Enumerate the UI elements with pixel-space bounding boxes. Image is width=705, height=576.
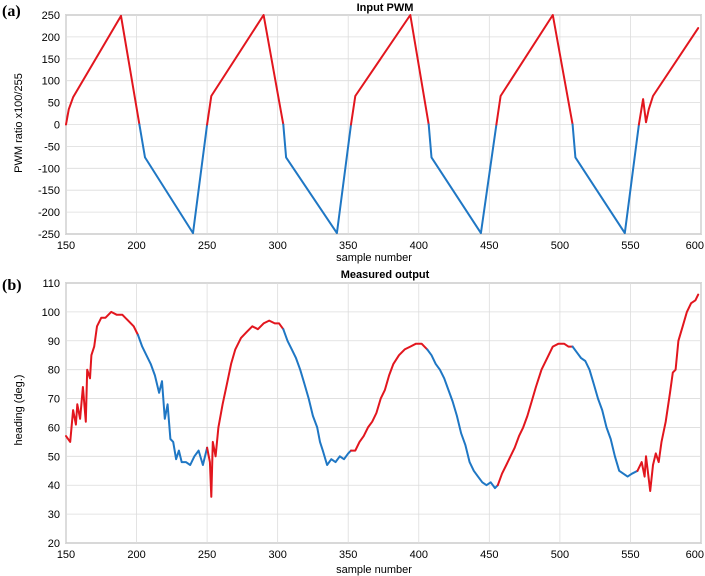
panel-a-red-segment	[495, 14, 574, 126]
panel-a-label: (a)	[2, 3, 21, 20]
panel-a-xtick-label: 250	[198, 240, 216, 252]
panel-b-xtick-label: 550	[621, 549, 639, 561]
panel-a-xtick-label: 400	[410, 240, 428, 252]
panel-a-red-segment	[350, 14, 430, 126]
panel-b-label: (b)	[2, 277, 22, 294]
panel-a-xtick-label: 500	[551, 240, 569, 252]
panel-a-ytick-label: -250	[38, 229, 60, 241]
panel-b-red-segment	[65, 310, 139, 443]
panel-a-ytick-label: -50	[44, 141, 60, 153]
panel-b-xtick-label: 150	[57, 549, 75, 561]
panel-b-ytick-label: 60	[48, 422, 60, 434]
panel-a-series	[65, 14, 700, 235]
panel-b-blue-segment	[137, 334, 209, 466]
panel-b-red-segment	[636, 293, 700, 492]
panel-b-xtick-label: 450	[480, 549, 498, 561]
panel-b-title: Measured output	[341, 269, 430, 281]
panel-a-xtick-label: 550	[621, 240, 639, 252]
panel-a-ytick-label: -100	[38, 163, 60, 175]
panel-b-xtick-label: 600	[686, 549, 704, 561]
panel-b-ytick-label: 70	[48, 394, 60, 406]
panel-b-blue-segment	[571, 345, 639, 478]
panel-b-xtick-label: 250	[198, 549, 216, 561]
panel-b-ytick-label: 100	[42, 307, 60, 319]
panel-a-ytick-label: 150	[42, 54, 60, 66]
panel-a-xtick-label: 150	[57, 240, 75, 252]
panel-b-ytick-label: 50	[48, 451, 60, 463]
panel-a-ylabel: PWM ratio x100/255	[13, 73, 25, 173]
panel-b-plot-area	[65, 282, 702, 544]
panel-b-blue-segment	[282, 328, 352, 466]
panel-a-red-segment	[65, 14, 141, 126]
panel-b-xlabel: sample number	[336, 564, 412, 576]
panel-a-ytick-label: 100	[42, 76, 60, 88]
panel-b-ytick-label: 30	[48, 509, 60, 521]
panel-a-xtick-label: 450	[480, 240, 498, 252]
panel-b-series	[65, 293, 700, 498]
panel-a-chart: (a) Input PWM 150 200 250 300 350 400 450 500 55…	[2, 2, 704, 264]
panel-b-xtick-label: 300	[268, 549, 286, 561]
panel-b-red-segment	[496, 342, 574, 487]
panel-b-ytick-label: 40	[48, 480, 60, 492]
panel-a-ytick-label: -200	[38, 207, 60, 219]
panel-b-xtick-label: 200	[127, 549, 145, 561]
panel-a-ticks: 150 200 250 300 350 400 450 500 550 6002502001501…	[38, 10, 704, 252]
panel-a-blue-segment	[282, 123, 352, 235]
panel-b-red-segment	[350, 342, 429, 452]
panel-a-ytick-label: 200	[42, 32, 60, 44]
panel-b-ylabel: heading (deg.)	[13, 375, 25, 446]
panel-a-ytick-label: -150	[38, 185, 60, 197]
panel-a-ytick-label: 50	[48, 98, 60, 110]
panel-b-xtick-label: 400	[410, 549, 428, 561]
panel-b-grid	[65, 282, 702, 544]
panel-a-xtick-label: 600	[686, 240, 704, 252]
panel-b-ytick-label: 80	[48, 365, 60, 377]
panel-b-ytick-label: 90	[48, 336, 60, 348]
panel-a-blue-segment	[138, 123, 209, 235]
panel-a-grid	[65, 14, 702, 235]
panel-a-red-segment	[206, 14, 285, 126]
panel-a-xlabel: sample number	[336, 252, 412, 264]
panel-b-chart: (b) Measured output 150 200 250 300 350 400 45…	[2, 269, 704, 576]
panel-b-ytick-label: 20	[48, 538, 60, 550]
panel-a-title: Input PWM	[357, 2, 414, 14]
panel-a-blue-segment	[427, 123, 498, 235]
panel-b-ytick-label: 110	[42, 278, 60, 290]
panel-a-blue-segment	[571, 123, 640, 235]
panel-b-xtick-label: 500	[551, 549, 569, 561]
panel-a-xtick-label: 300	[268, 240, 286, 252]
panel-a-xtick-label: 350	[339, 240, 357, 252]
panel-b-blue-segment	[426, 348, 499, 490]
panel-b-red-segment	[206, 319, 285, 498]
panel-b-xtick-label: 350	[339, 549, 357, 561]
panel-b-ticks: 150 200 250 300 350 400 450 500 550 600 110 100 90 80…	[42, 278, 704, 561]
panel-a-ytick-label: 250	[42, 10, 60, 22]
panel-a-xtick-label: 200	[127, 240, 145, 252]
panel-a-ytick-label: 0	[54, 120, 60, 132]
panel-a-red-segment	[637, 27, 700, 126]
